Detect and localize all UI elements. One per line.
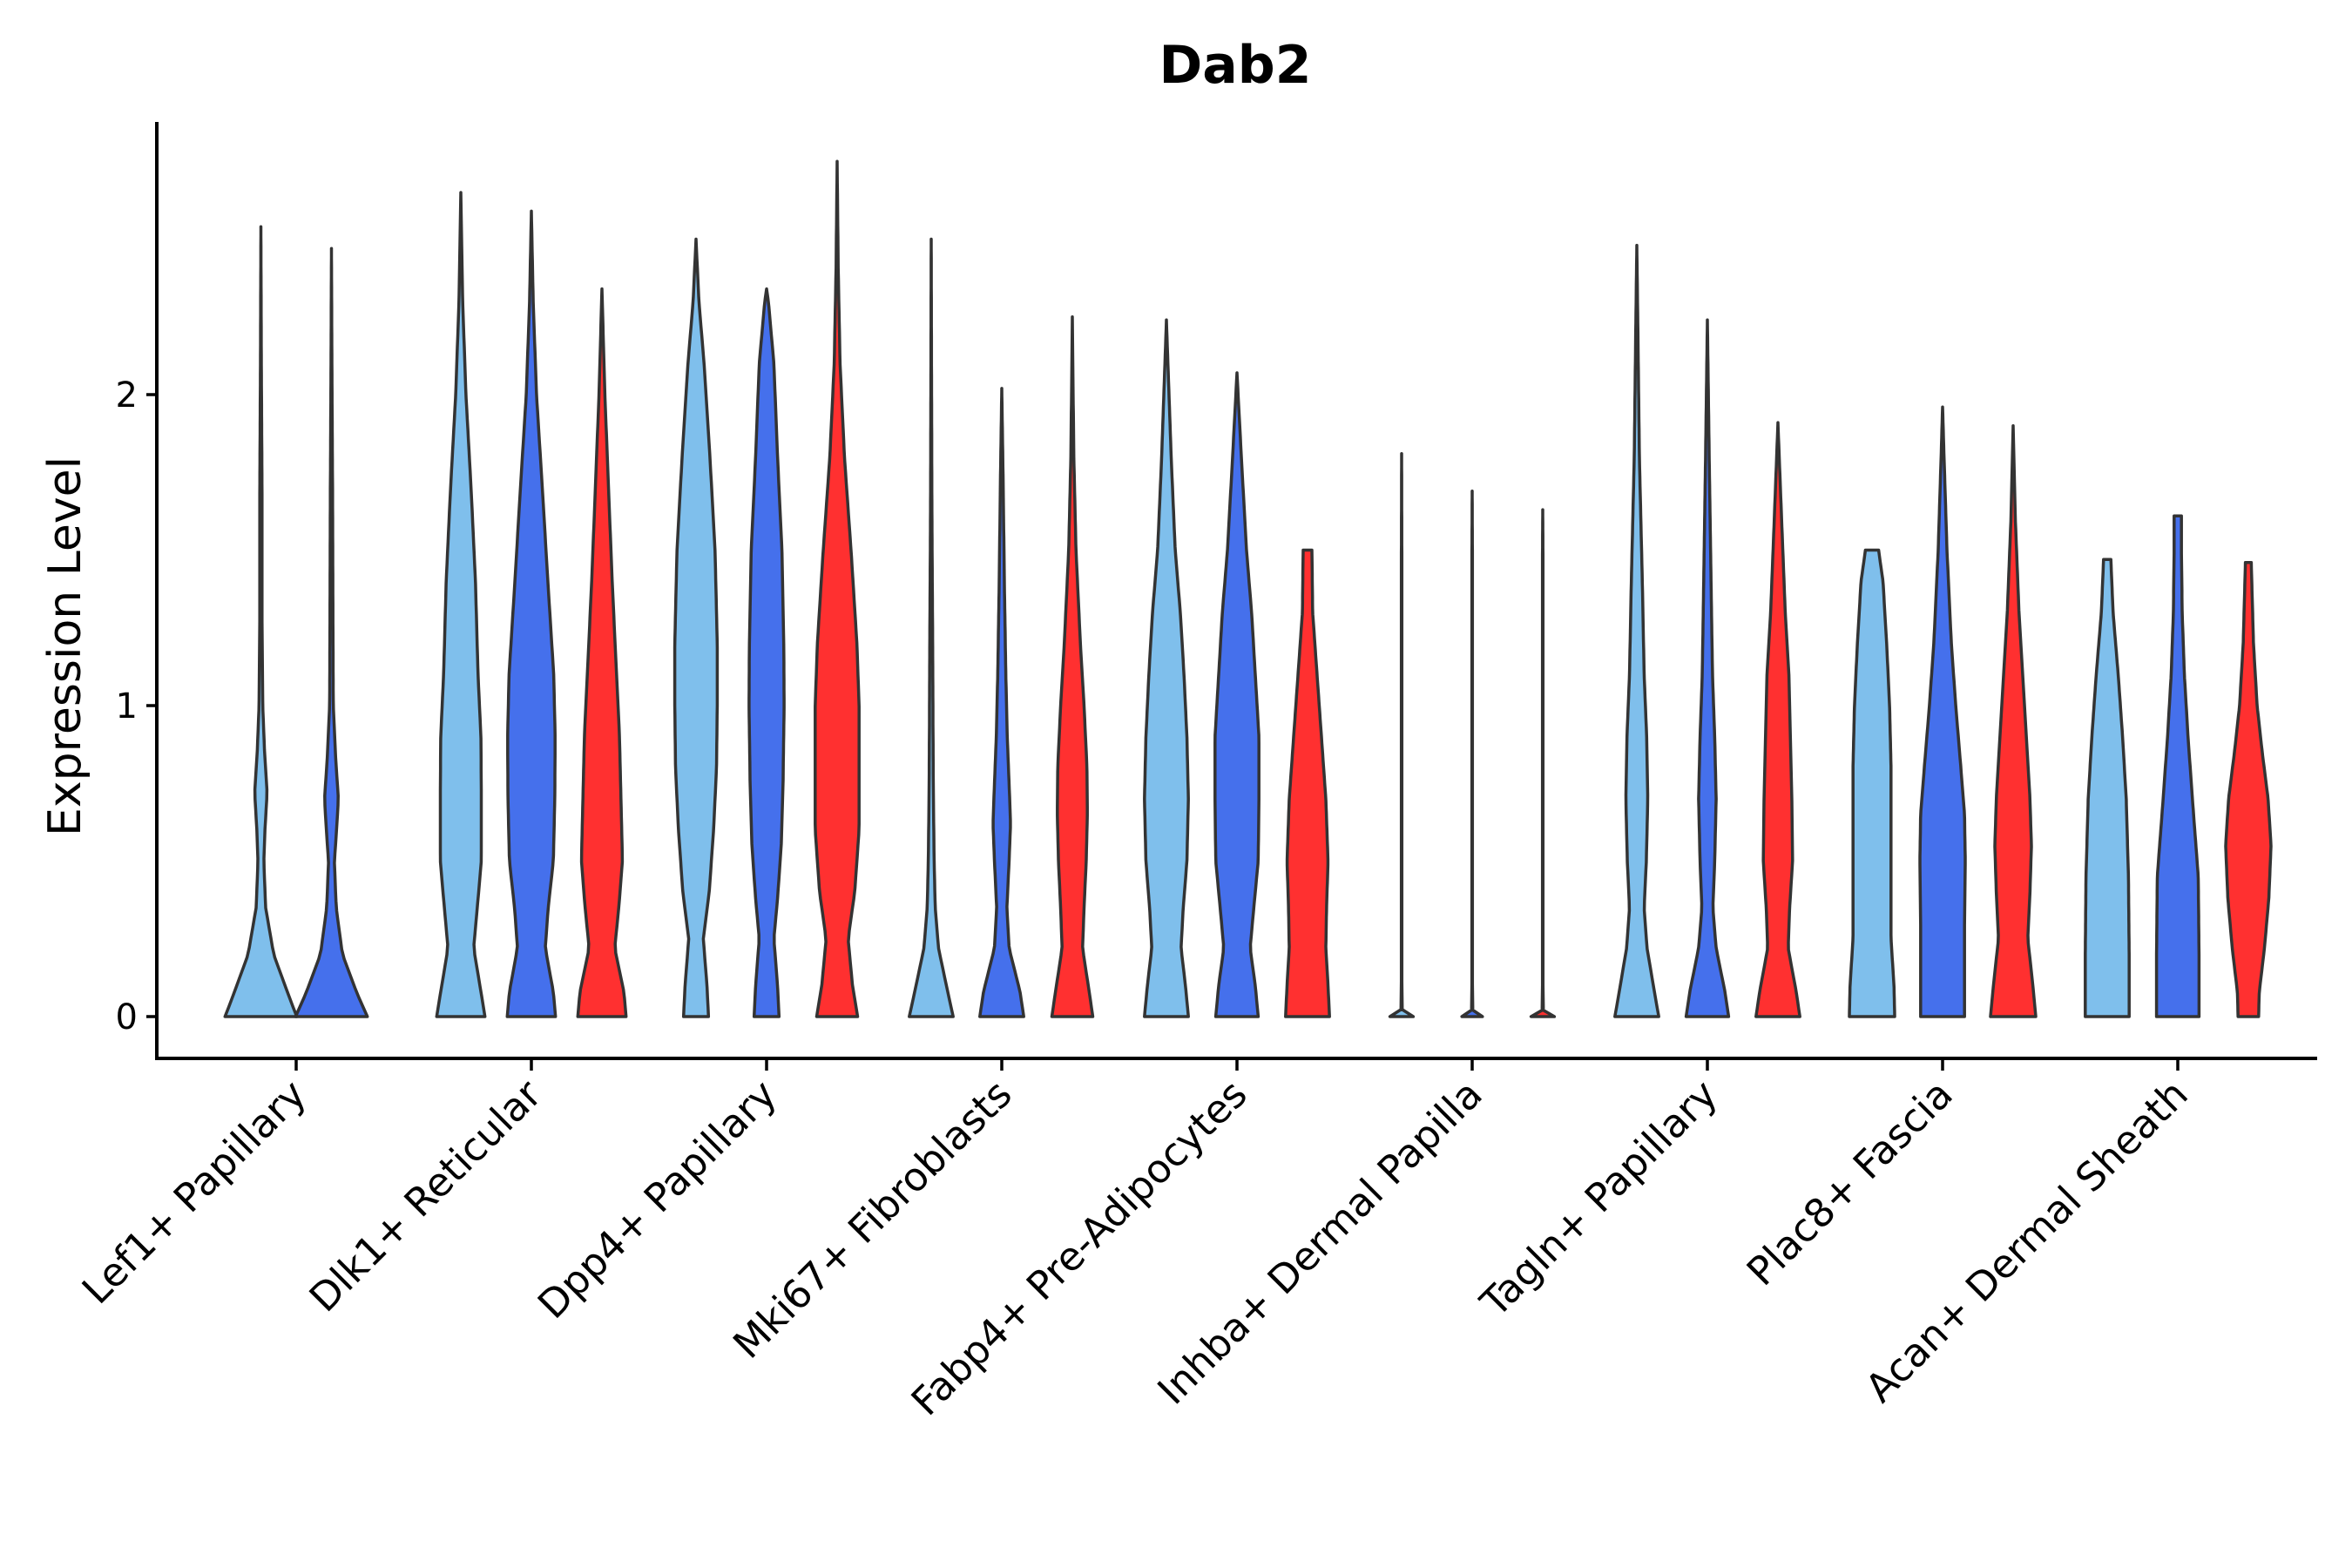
violin-6-0 (1613, 243, 1660, 1018)
y-tick-label-1: 1 (116, 686, 138, 727)
violin-group (223, 159, 2273, 1018)
violin-4-1 (1213, 371, 1260, 1018)
x-tick-label-0: Lef1+ Papillary (73, 1071, 315, 1313)
violin-4-0 (1143, 318, 1190, 1018)
violin-2-2 (814, 159, 861, 1018)
violin-7-0 (1848, 548, 1896, 1018)
violin-2-1 (747, 287, 786, 1018)
x-tick-label-6: Tagln+ Papillary (1471, 1071, 1727, 1326)
violin-3-1 (978, 387, 1025, 1018)
violin-3-0 (908, 237, 955, 1018)
violin-4-2 (1284, 548, 1331, 1018)
violin-5-0 (1388, 452, 1416, 1018)
x-tick-label-7: Plac8+ Fascia (1738, 1071, 1962, 1294)
violin-6-2 (1754, 421, 1801, 1018)
x-tick-label-2: Dpp4+ Papillary (529, 1071, 786, 1328)
chart-title: Dab2 (1159, 35, 1312, 96)
violin-5-2 (1529, 508, 1557, 1018)
violin-0-1 (294, 247, 369, 1018)
violin-1-1 (505, 209, 558, 1018)
violin-5-1 (1460, 489, 1484, 1018)
violin-8-0 (2084, 558, 2131, 1018)
x-tick-label-1: Dlk1+ Reticular (301, 1071, 551, 1321)
violin-3-2 (1050, 315, 1095, 1018)
violin-0-0 (223, 225, 299, 1018)
violin-1-0 (435, 191, 487, 1018)
violin-8-1 (2154, 514, 2201, 1018)
violin-2-0 (672, 237, 720, 1018)
y-axis-ticks: 0 1 2 (116, 375, 157, 1037)
violin-8-2 (2224, 561, 2273, 1018)
violin-1-2 (576, 287, 628, 1018)
y-axis-label: Expression Level (39, 456, 91, 836)
violin-6-1 (1684, 318, 1731, 1018)
y-tick-label-2: 2 (116, 375, 138, 416)
violin-7-2 (1989, 423, 2038, 1018)
y-tick-label-0: 0 (116, 997, 138, 1037)
violin-7-1 (1918, 405, 1967, 1018)
